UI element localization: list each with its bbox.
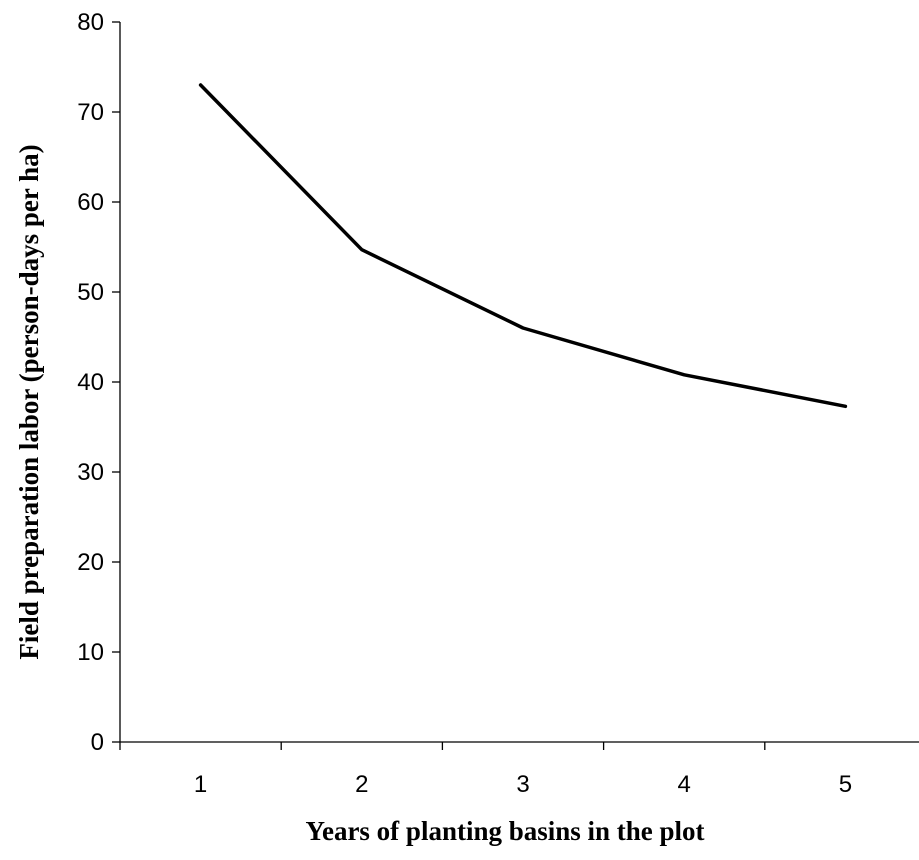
x-tick-label: 3 <box>516 771 529 798</box>
y-tick-label: 60 <box>77 189 104 216</box>
series-group <box>198 83 848 409</box>
y-tick-label: 40 <box>77 369 104 396</box>
y-tick-label: 30 <box>77 459 104 486</box>
x-tick-label: 2 <box>355 771 368 798</box>
y-axis-title: Field preparation labor (person-days per… <box>14 144 44 659</box>
x-tick-label: 1 <box>194 771 207 798</box>
y-tick-label: 0 <box>91 729 104 756</box>
x-axis: 1 2 3 4 5 <box>119 741 919 798</box>
y-tick-label: 80 <box>77 9 104 36</box>
x-axis-title: Years of planting basins in the plot <box>305 816 704 846</box>
series-line <box>198 83 848 409</box>
x-tick-label: 5 <box>839 771 852 798</box>
y-tick-label: 20 <box>77 549 104 576</box>
y-tick-label: 10 <box>77 639 104 666</box>
y-axis: 0 10 20 30 40 50 60 70 80 <box>77 9 121 756</box>
y-tick-label: 50 <box>77 279 104 306</box>
y-tick-label: 70 <box>77 99 104 126</box>
x-tick-label: 4 <box>678 771 691 798</box>
